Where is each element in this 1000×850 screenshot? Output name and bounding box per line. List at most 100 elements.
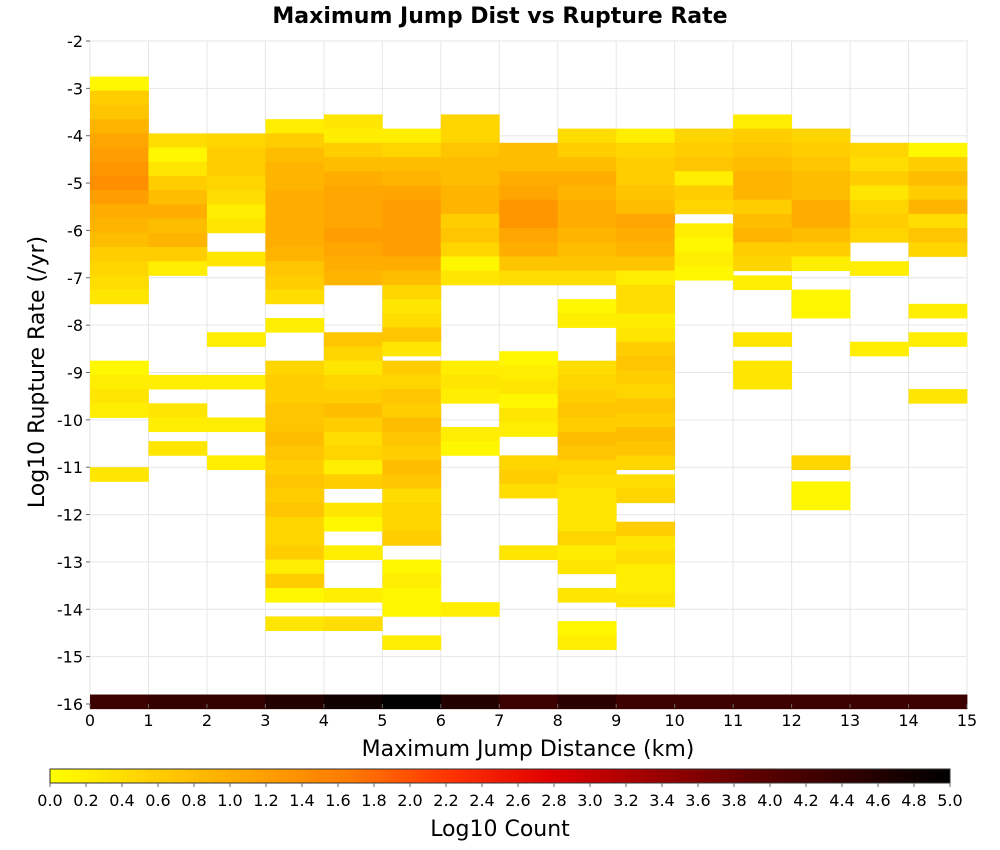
- heatmap-cell: [148, 190, 208, 205]
- heatmap-cell: [733, 128, 792, 144]
- heatmap-cell: [323, 114, 383, 130]
- colorbar-tick-label: 0.8: [181, 791, 206, 810]
- heatmap-cell: [616, 213, 676, 229]
- heatmap-cell: [265, 474, 325, 489]
- heatmap-cell: [557, 270, 617, 286]
- heatmap-cell: [616, 228, 676, 243]
- heatmap-cell: [382, 185, 442, 201]
- heatmap-cell: [616, 199, 676, 215]
- x-tick-label: 14: [898, 711, 918, 730]
- heatmap-cell: [791, 256, 851, 272]
- heatmap-cell: [265, 545, 325, 560]
- heatmap-cell: [90, 161, 149, 177]
- heatmap-cell: [440, 270, 500, 286]
- heatmap-cell: [323, 431, 383, 447]
- heatmap-cell: [616, 157, 676, 172]
- colorbar-tick-label: 1.0: [217, 791, 242, 810]
- heatmap-cell: [90, 90, 149, 106]
- heatmap-cell: [557, 516, 617, 532]
- heatmap-cell: [206, 332, 266, 347]
- heatmap-cell: [440, 694, 500, 710]
- heatmap-cell: [674, 251, 734, 267]
- x-tick-label: 5: [377, 711, 387, 730]
- heatmap-cell: [733, 332, 792, 347]
- colorbar-ticks: 0.0 0.2 0.4 0.6 0.8 1.0 1.2 1.4 1.6 1.8 2.0 2.2 2.4 2…: [37, 783, 963, 810]
- colorbar-tick-label: 3.4: [649, 791, 674, 810]
- heatmap-cell: [90, 104, 149, 120]
- colorbar-tick-label: 4.6: [865, 791, 890, 810]
- colorbar-tick-label: 1.6: [325, 791, 350, 810]
- heatmap-cell: [557, 559, 617, 575]
- heatmap-cell: [148, 247, 208, 262]
- heatmap-cell: [206, 190, 266, 205]
- heatmap-cell: [791, 213, 851, 229]
- heatmap-cell: [616, 171, 676, 186]
- heatmap-cell: [382, 228, 442, 243]
- heatmap-cell: [908, 157, 968, 172]
- heatmap-cell: [323, 346, 383, 362]
- heatmap-cell: [90, 403, 149, 418]
- heatmap-cell: [323, 374, 383, 390]
- heatmap-cell: [206, 147, 266, 163]
- heatmap-cell: [616, 299, 676, 314]
- heatmap-cells: [90, 76, 968, 710]
- x-tick-label: 8: [553, 711, 563, 730]
- heatmap-cell: [382, 128, 442, 144]
- heatmap-cell: [382, 531, 442, 546]
- heatmap-cell: [616, 550, 676, 565]
- heatmap-cell: [616, 384, 676, 399]
- heatmap-cell: [440, 199, 500, 215]
- x-tick-label: 6: [436, 711, 446, 730]
- heatmap-cell: [323, 360, 383, 376]
- heatmap-cell: [791, 455, 851, 470]
- heatmap-cell: [265, 275, 325, 291]
- heatmap-cell: [265, 119, 325, 134]
- heatmap-cell: [382, 299, 442, 314]
- heatmap-cell: [850, 157, 909, 172]
- heatmap-cell: [90, 261, 149, 276]
- heatmap-cell: [206, 175, 266, 191]
- heatmap-cell: [733, 142, 792, 158]
- heatmap-cell: [265, 133, 325, 148]
- heatmap-cell: [323, 417, 383, 433]
- heatmap-cell: [90, 360, 149, 376]
- heatmap-cell: [557, 171, 617, 186]
- heatmap-cell: [440, 256, 500, 272]
- heatmap-cell: [791, 289, 851, 305]
- heatmap-cell: [265, 247, 325, 262]
- heatmap-cell: [674, 237, 734, 253]
- heatmap-cell: [148, 175, 208, 191]
- y-tick-label: -11: [57, 458, 83, 477]
- heatmap-cell: [382, 284, 442, 300]
- heatmap-cell: [148, 403, 208, 418]
- heatmap-cell: [733, 114, 792, 130]
- heatmap-cell: [791, 128, 851, 144]
- heatmap-cell: [791, 495, 851, 511]
- y-tick-label: -15: [57, 648, 83, 667]
- heatmap-cell: [382, 417, 442, 433]
- heatmap-cell: [616, 128, 676, 144]
- colorbar-tick-label: 0.6: [145, 791, 170, 810]
- y-tick-label: -7: [67, 269, 83, 288]
- heatmap-cell: [616, 426, 676, 442]
- heatmap-cell: [499, 185, 559, 201]
- heatmap-cell: [557, 417, 617, 433]
- heatmap-cell: [791, 228, 851, 243]
- heatmap-cell: [616, 488, 676, 504]
- heatmap-cell: [265, 445, 325, 461]
- colorbar-tick-label: 5.0: [937, 791, 962, 810]
- colorbar-tick-label: 1.2: [253, 791, 278, 810]
- heatmap-cell: [733, 171, 792, 186]
- heatmap-cell: [557, 360, 617, 376]
- heatmap-cell: [382, 389, 442, 404]
- heatmap-cell: [90, 275, 149, 291]
- heatmap-cell: [499, 545, 559, 560]
- heatmap-cell: [90, 467, 149, 482]
- heatmap-cell: [733, 694, 792, 710]
- colorbar-tick-label: 4.0: [757, 791, 782, 810]
- y-tick-label: -12: [57, 506, 83, 525]
- colorbar-tick-label: 3.8: [721, 791, 746, 810]
- y-tick-label: -16: [57, 695, 83, 714]
- heatmap-cell: [616, 474, 676, 489]
- heatmap-cell: [265, 204, 325, 219]
